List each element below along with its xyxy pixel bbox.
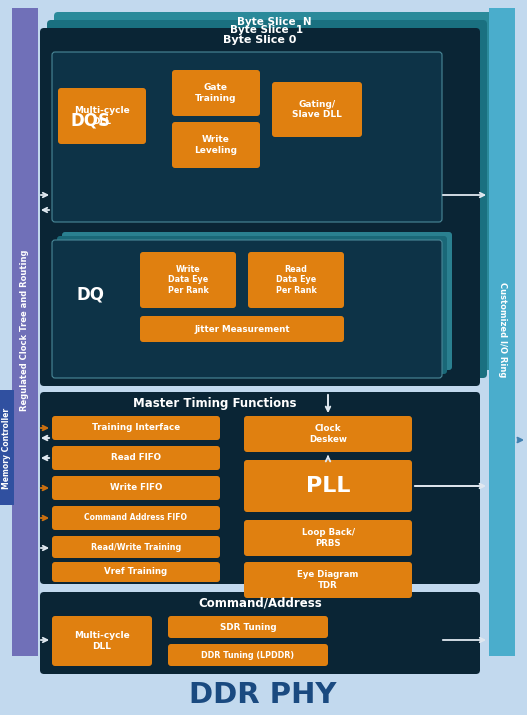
FancyBboxPatch shape <box>52 52 442 222</box>
Text: Read FIFO: Read FIFO <box>111 453 161 463</box>
Text: Command/Address: Command/Address <box>198 596 322 609</box>
Text: Loop Back/
PRBS: Loop Back/ PRBS <box>301 528 355 548</box>
FancyBboxPatch shape <box>52 446 220 470</box>
FancyBboxPatch shape <box>47 20 487 378</box>
Text: Gating/
Slave DLL: Gating/ Slave DLL <box>292 100 342 119</box>
FancyBboxPatch shape <box>244 460 412 512</box>
Text: Multi-cycle
DLL: Multi-cycle DLL <box>74 107 130 126</box>
FancyBboxPatch shape <box>52 506 220 530</box>
FancyBboxPatch shape <box>168 616 328 638</box>
Text: Byte Slice  1: Byte Slice 1 <box>230 25 304 35</box>
FancyBboxPatch shape <box>40 392 480 584</box>
Text: Vref Training: Vref Training <box>104 568 168 576</box>
Text: Clock
Deskew: Clock Deskew <box>309 424 347 444</box>
Text: Jitter Measurement: Jitter Measurement <box>194 325 290 333</box>
Text: DQS: DQS <box>70 111 110 129</box>
Text: Regulated Clock Tree and Routing: Regulated Clock Tree and Routing <box>21 250 30 410</box>
Text: SDR Tuning: SDR Tuning <box>220 623 276 631</box>
FancyBboxPatch shape <box>52 562 220 582</box>
Bar <box>489 8 515 656</box>
FancyBboxPatch shape <box>52 476 220 500</box>
FancyBboxPatch shape <box>244 562 412 598</box>
FancyBboxPatch shape <box>244 416 412 452</box>
FancyBboxPatch shape <box>244 520 412 556</box>
Text: Byte Slice  N: Byte Slice N <box>237 17 311 27</box>
FancyBboxPatch shape <box>248 252 344 308</box>
FancyBboxPatch shape <box>52 536 220 558</box>
FancyBboxPatch shape <box>52 240 442 378</box>
Text: Training Interface: Training Interface <box>92 423 180 433</box>
FancyBboxPatch shape <box>140 252 236 308</box>
Text: Command Address FIFO: Command Address FIFO <box>84 513 188 523</box>
FancyBboxPatch shape <box>57 236 447 374</box>
Text: Gate
Training: Gate Training <box>195 84 237 103</box>
FancyBboxPatch shape <box>52 616 152 666</box>
Text: DDR PHY: DDR PHY <box>189 681 337 709</box>
Text: Write
Data Eye
Per Rank: Write Data Eye Per Rank <box>168 265 209 295</box>
Text: Write
Leveling: Write Leveling <box>194 135 238 154</box>
FancyBboxPatch shape <box>172 122 260 168</box>
FancyBboxPatch shape <box>272 82 362 137</box>
FancyBboxPatch shape <box>54 12 494 370</box>
Text: DDR Tuning (LPDDR): DDR Tuning (LPDDR) <box>201 651 295 659</box>
FancyBboxPatch shape <box>58 88 146 144</box>
Text: Customized I/O Ring: Customized I/O Ring <box>497 282 506 378</box>
Bar <box>12 8 38 656</box>
Text: DQ: DQ <box>76 286 104 304</box>
FancyBboxPatch shape <box>40 28 480 386</box>
Text: Read/Write Training: Read/Write Training <box>91 543 181 551</box>
FancyBboxPatch shape <box>140 316 344 342</box>
Text: Write FIFO: Write FIFO <box>110 483 162 493</box>
Text: Read
Data Eye
Per Rank: Read Data Eye Per Rank <box>276 265 316 295</box>
Text: Byte Slice 0: Byte Slice 0 <box>223 35 297 45</box>
FancyBboxPatch shape <box>52 416 220 440</box>
FancyBboxPatch shape <box>168 644 328 666</box>
Text: Multi-cycle
DLL: Multi-cycle DLL <box>74 631 130 651</box>
FancyBboxPatch shape <box>62 232 452 370</box>
Text: Memory Controller: Memory Controller <box>3 408 12 488</box>
Text: PLL: PLL <box>306 476 350 496</box>
Bar <box>0 390 14 505</box>
FancyBboxPatch shape <box>40 592 480 674</box>
Text: Eye Diagram
TDR: Eye Diagram TDR <box>297 571 359 590</box>
FancyBboxPatch shape <box>172 70 260 116</box>
Text: Master Timing Functions: Master Timing Functions <box>133 397 297 410</box>
